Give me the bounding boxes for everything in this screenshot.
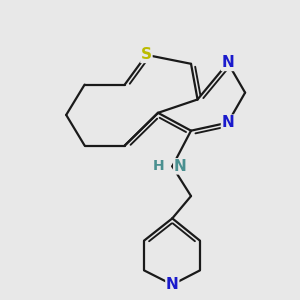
- Text: S: S: [141, 47, 152, 62]
- Text: N: N: [221, 56, 234, 70]
- Text: N: N: [174, 159, 187, 174]
- Text: H: H: [153, 159, 165, 173]
- Text: N: N: [221, 115, 234, 130]
- Text: N: N: [166, 277, 179, 292]
